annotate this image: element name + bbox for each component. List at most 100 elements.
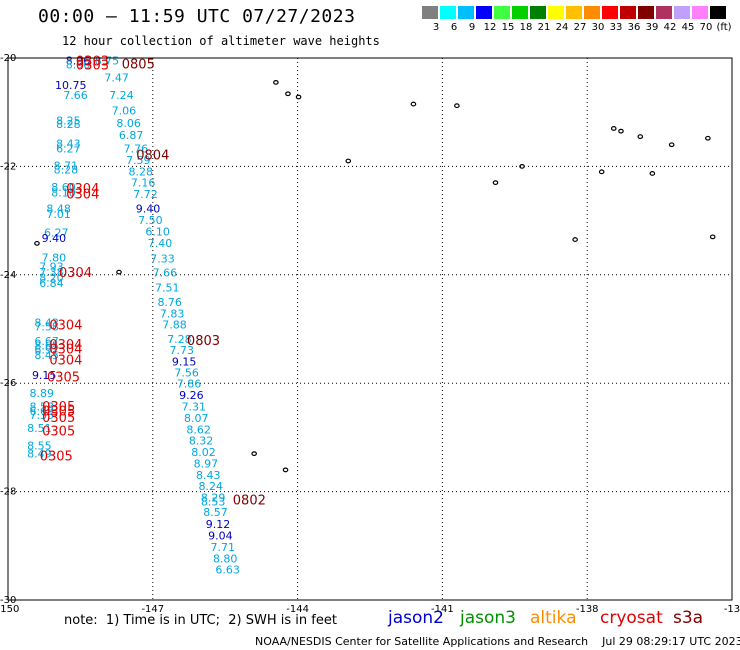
wave-height-label: 8.28: [56, 118, 81, 131]
island-outline: [295, 94, 302, 100]
color-swatch: [584, 6, 600, 19]
pass-time-label: 0305: [47, 371, 80, 386]
satellite-jason3: jason3: [460, 608, 516, 628]
wave-height-label: 9.15: [172, 356, 197, 369]
island-outline: [598, 169, 605, 175]
color-swatch: [674, 6, 690, 19]
note-text: note: 1) Time is in UTC; 2) SWH is in fe…: [64, 613, 337, 628]
wave-height-label: 9.04: [208, 530, 233, 543]
wave-height-label: 8.89: [30, 387, 55, 400]
wave-height-label: 8.60: [51, 181, 76, 194]
wave-height-label: 6.27: [44, 227, 69, 240]
lon-tick-label: -144: [286, 604, 309, 615]
island-outline: [610, 126, 617, 131]
wave-height-label: 8.97: [194, 457, 219, 470]
wave-height-label: 7.71: [211, 541, 236, 554]
wave-height-label: 6.27: [56, 143, 81, 156]
pass-time-label: 0802: [233, 494, 266, 509]
wave-height-label: 7.80: [42, 251, 67, 264]
axis-ticks: -150-147-144-141-138-13-20-22-24-26-28-3…: [0, 53, 740, 615]
lon-tick-label: -150: [0, 604, 19, 615]
pass-time-label: 0305: [42, 424, 75, 439]
island-outline: [492, 180, 499, 186]
wave-height-label: 8.80: [213, 552, 238, 565]
wave-height-label: 6.63: [215, 564, 240, 577]
wave-height-label: 7.01: [46, 208, 71, 221]
wave-height-label: 7.73: [170, 344, 195, 357]
wave-height-label: 8.24: [198, 480, 223, 493]
wave-height-label: 8.96: [66, 59, 91, 72]
pass-time-label: 0305: [40, 449, 73, 464]
island-outline: [454, 103, 460, 109]
wave-height-label: 8.28: [54, 164, 79, 177]
pass-time-label: 0304: [49, 338, 82, 353]
wave-height-label: 8.76: [157, 296, 182, 309]
wave-height-label: 7.93: [39, 261, 64, 274]
pass-time-label: 0304: [59, 266, 92, 281]
pass-time-label: 0805: [122, 57, 155, 72]
lon-tick-label: -13: [724, 604, 740, 615]
island-outline: [285, 91, 291, 97]
wave-height-label: 8.25: [56, 114, 81, 127]
color-swatch: [494, 6, 510, 19]
color-label: 33: [609, 22, 623, 33]
wave-height-label: 8.53: [201, 495, 226, 508]
wave-height-label: 6.84: [39, 277, 64, 290]
wave-height-label: 7.50: [138, 214, 163, 227]
color-label: 3: [432, 22, 440, 33]
island-outline: [251, 451, 257, 457]
wave-height-label: 7.72: [133, 188, 158, 201]
wave-height-label: 8.43: [56, 138, 81, 151]
color-swatch: [602, 6, 618, 19]
wave-height-label: 6.10: [145, 225, 170, 238]
wave-height-label: 7.59: [126, 154, 151, 167]
wave-height-label: 8.45: [34, 349, 59, 362]
footer-credit: NOAA/NESDIS Center for Satellite Applica…: [255, 635, 740, 648]
wave-height-label: 8.51: [27, 422, 52, 435]
color-label: 21: [537, 22, 551, 33]
wave-height-label: 8.28: [128, 165, 153, 178]
color-label: 36: [627, 22, 641, 33]
island-outline: [572, 237, 578, 242]
color-swatch: [458, 6, 474, 19]
wave-height-label: 6.67: [34, 335, 59, 348]
pass-time-label: 0304: [49, 343, 82, 358]
wave-height-label: 7.40: [148, 237, 173, 250]
pass-time-label: 0304: [49, 319, 82, 334]
pass-time-label: 0305: [42, 400, 75, 415]
lon-tick-label: -147: [141, 604, 164, 615]
wave-height-label: 6.92: [34, 344, 59, 357]
color-swatch: [530, 6, 546, 19]
wave-height-label: 7.86: [177, 378, 202, 391]
color-swatch: [440, 6, 456, 19]
island-outline: [705, 135, 711, 141]
color-swatch: [620, 6, 636, 19]
lon-tick-label: -141: [431, 604, 454, 615]
wave-height-label: 8.49: [27, 448, 52, 461]
wave-height-label: 8.48: [46, 203, 71, 216]
wave-height-label: 8.06: [116, 117, 141, 130]
satellite-jason2: jason2: [388, 608, 444, 628]
map-frame: [7, 57, 733, 601]
wave-height-label: 8.10: [51, 186, 76, 199]
color-label: 18: [519, 22, 533, 33]
wave-height-label: 7.33: [150, 253, 175, 266]
wave-height-label: 8.55: [27, 440, 52, 453]
wave-height-label: 7.83: [160, 307, 185, 320]
wave-height-label: 8.71: [54, 159, 79, 172]
wave-height-label: 7.76: [124, 143, 149, 156]
chart-subtitle: 12 hour collection of altimeter wave hei…: [62, 34, 380, 48]
wave-height-label: 7.66: [153, 267, 178, 280]
pass-time-label: 0804: [136, 148, 169, 163]
wave-height-label: 7.35: [30, 409, 55, 422]
wave-height-label: 7.47: [104, 72, 129, 85]
color-swatch: [476, 6, 492, 19]
wave-height-label: 7.51: [155, 281, 180, 294]
pass-time-label: 0304: [66, 188, 99, 203]
island-outline: [709, 234, 716, 240]
color-label: 45: [681, 22, 695, 33]
lon-tick-label: -138: [576, 604, 599, 615]
pass-time-label: 0305: [42, 411, 75, 426]
wave-height-label: 8.07: [184, 412, 209, 425]
